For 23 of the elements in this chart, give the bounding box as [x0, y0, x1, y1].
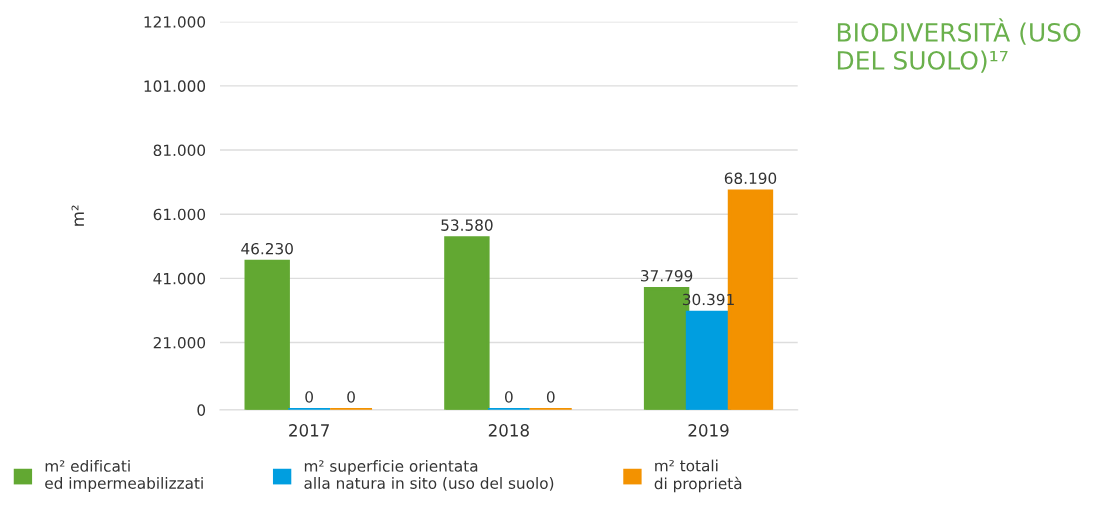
legend-label: m² totali di proprietà [654, 459, 742, 493]
y-tick-label: 61.000 [153, 208, 206, 221]
legend-label: m² superficie orientata alla natura in sito (uso del suolo) [304, 459, 554, 491]
data-label: 46.230 [241, 242, 293, 255]
y-axis-title: m² [71, 205, 84, 226]
y-tick-label: 121.000 [144, 16, 206, 28]
data-label: 37.799 [641, 269, 693, 282]
text: BIODIVERSITÀ (USO DEL SUOLO)¹⁷ [837, 18, 1081, 73]
x-tick-label: 2017 [289, 424, 329, 437]
data-label: 0 [305, 391, 313, 403]
legend-label: m² edificati ed impermeabilizzati [45, 459, 203, 492]
x-tick-label: 2018 [488, 424, 529, 437]
y-tick-label: 81.000 [153, 144, 206, 157]
y-tick-label: 101.000 [144, 80, 206, 92]
y-tick-label: 41.000 [153, 272, 206, 285]
data-label: 0 [504, 391, 513, 403]
y-tick-label: 0 [197, 404, 206, 416]
data-label: 0 [347, 391, 355, 403]
x-tick-label: 2019 [688, 424, 729, 437]
data-label: 0 [546, 391, 555, 403]
data-label: 68.190 [724, 172, 777, 185]
y-tick-label: 21.000 [153, 336, 206, 349]
data-label: 53.580 [441, 219, 493, 231]
